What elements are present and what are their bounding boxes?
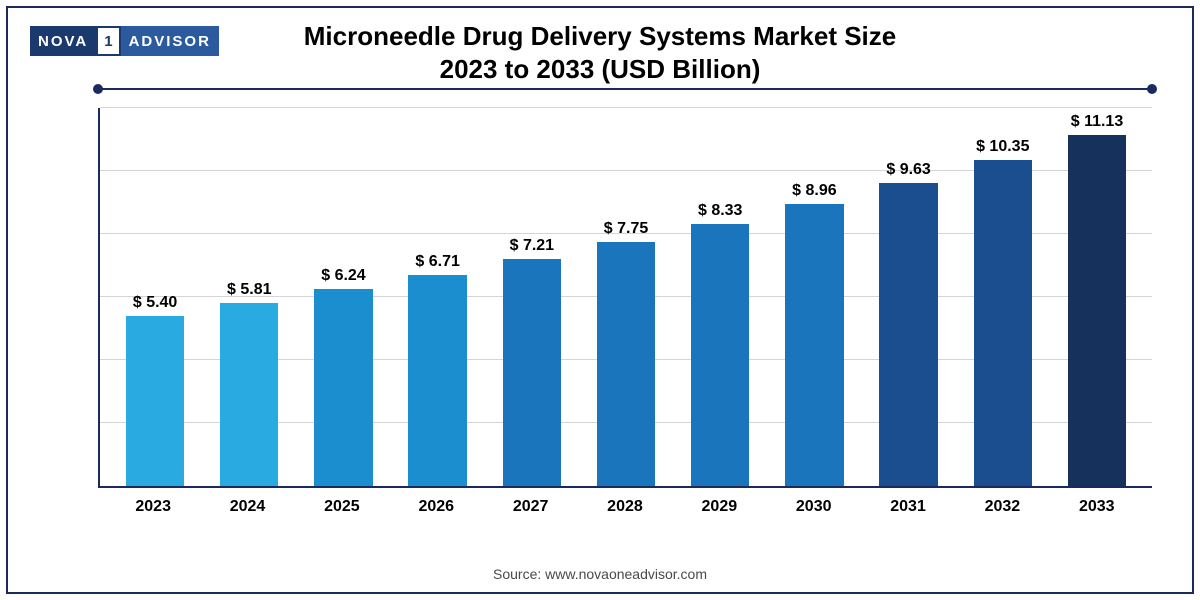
- x-axis-label: 2031: [861, 488, 955, 522]
- bar: [126, 316, 184, 486]
- bar-value-label: $ 7.75: [604, 220, 648, 238]
- bar-slot: $ 6.24: [296, 108, 390, 486]
- bar: [879, 183, 937, 486]
- bar-value-label: $ 5.81: [227, 281, 271, 299]
- bar: [597, 242, 655, 486]
- bar-value-label: $ 10.35: [976, 138, 1029, 156]
- x-axis-label: 2033: [1050, 488, 1144, 522]
- bar-slot: $ 7.75: [579, 108, 673, 486]
- title-line-2: 2023 to 2033 (USD Billion): [8, 53, 1192, 86]
- bar-value-label: $ 7.21: [510, 237, 554, 255]
- source-caption: Source: www.novaoneadvisor.com: [8, 566, 1192, 582]
- bar-slot: $ 6.71: [391, 108, 485, 486]
- bar-slot: $ 5.40: [108, 108, 202, 486]
- chart-area: $ 5.40 $ 5.81 $ 6.24 $ 6.71 $ 7.21 $ 7.75 $ 8.…: [98, 108, 1152, 522]
- bars-container: $ 5.40 $ 5.81 $ 6.24 $ 6.71 $ 7.21 $ 7.75 $ 8.…: [100, 108, 1152, 486]
- bar-slot: $ 9.63: [862, 108, 956, 486]
- bar: [785, 204, 843, 486]
- bar: [220, 303, 278, 486]
- bar: [691, 224, 749, 486]
- bar: [408, 275, 466, 486]
- logo-right: ADVISOR: [121, 26, 219, 56]
- bar-value-label: $ 11.13: [1071, 113, 1124, 131]
- bar-slot: $ 7.21: [485, 108, 579, 486]
- x-axis-label: 2028: [578, 488, 672, 522]
- x-axis: 2023202420252026202720282029203020312032…: [98, 488, 1152, 522]
- x-axis-label: 2030: [767, 488, 861, 522]
- x-axis-label: 2027: [483, 488, 577, 522]
- bar-slot: $ 5.81: [202, 108, 296, 486]
- bar: [1068, 135, 1126, 486]
- bar-value-label: $ 6.24: [321, 267, 365, 285]
- bar-slot: $ 8.96: [767, 108, 861, 486]
- x-axis-label: 2032: [955, 488, 1049, 522]
- x-axis-label: 2024: [200, 488, 294, 522]
- bar-value-label: $ 6.71: [415, 253, 459, 271]
- bar-value-label: $ 9.63: [886, 161, 930, 179]
- logo-mid: 1: [96, 26, 120, 56]
- title-divider: [98, 88, 1152, 90]
- bar-slot: $ 11.13: [1050, 108, 1144, 486]
- bar-slot: $ 8.33: [673, 108, 767, 486]
- bar-slot: $ 10.35: [956, 108, 1050, 486]
- bar: [314, 289, 372, 486]
- plot-region: $ 5.40 $ 5.81 $ 6.24 $ 6.71 $ 7.21 $ 7.75 $ 8.…: [98, 108, 1152, 488]
- bar-value-label: $ 8.33: [698, 202, 742, 220]
- bar: [503, 259, 561, 486]
- logo-left: NOVA: [30, 26, 96, 56]
- chart-frame: NOVA 1 ADVISOR Microneedle Drug Delivery…: [6, 6, 1194, 594]
- bar-value-label: $ 5.40: [133, 294, 177, 312]
- x-axis-label: 2026: [389, 488, 483, 522]
- bar-value-label: $ 8.96: [792, 182, 836, 200]
- x-axis-label: 2025: [295, 488, 389, 522]
- x-axis-label: 2023: [106, 488, 200, 522]
- x-axis-label: 2029: [672, 488, 766, 522]
- brand-logo: NOVA 1 ADVISOR: [30, 26, 230, 56]
- bar: [974, 160, 1032, 486]
